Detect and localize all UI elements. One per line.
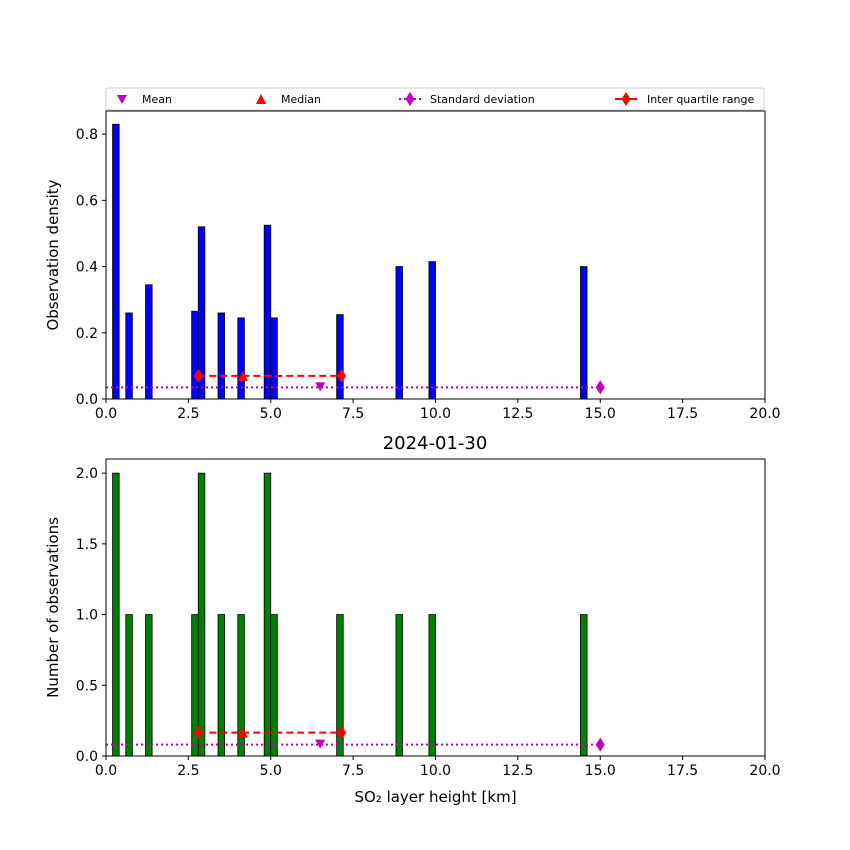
count-x-tick-label: 15.0 xyxy=(585,763,616,779)
density-x-tick-label: 2.5 xyxy=(177,406,199,422)
legend-std-label: Standard deviation xyxy=(430,93,535,106)
density-bar xyxy=(428,261,436,400)
density-bar xyxy=(191,310,199,400)
count-bar xyxy=(125,614,133,757)
density-panel: 0.0 2.5 5.0 7.5 10.0 12.5 15.0 17.5 20.0 0.00.20… xyxy=(44,110,781,422)
count-bar xyxy=(270,614,278,757)
density-bar xyxy=(112,123,120,400)
count-x-tick-label: 0.0 xyxy=(95,763,117,779)
density-iqr-upper-marker xyxy=(337,368,347,383)
count-x-tick-label: 20.0 xyxy=(749,763,780,779)
count-y-tick-label: 0.5 xyxy=(76,678,98,694)
density-y-ticks: 0.0 0.2 0.4 0.6 0.8 xyxy=(76,127,106,408)
count-x-tick-label: 12.5 xyxy=(502,763,533,779)
count-bar xyxy=(217,614,226,757)
density-std-marker xyxy=(595,380,605,395)
count-mean-marker xyxy=(315,739,326,749)
count-x-tick-label: 17.5 xyxy=(667,763,698,779)
chart-title: 2024-01-30 xyxy=(383,433,488,454)
count-y-axis-label: Number of observations xyxy=(44,517,62,698)
density-bars xyxy=(112,123,588,400)
density-y-tick-label: 0.0 xyxy=(76,392,98,408)
density-bar xyxy=(336,314,344,400)
density-x-tick-label: 0.0 xyxy=(95,406,117,422)
legend-entry-median: Median xyxy=(256,93,321,106)
density-x-tick-label: 5.0 xyxy=(260,406,282,422)
density-y-axis-label: Observation density xyxy=(44,179,62,330)
count-y-ticks: 0.0 0.5 1.0 1.5 2.0 xyxy=(76,466,106,765)
count-bar xyxy=(112,472,120,757)
legend: Mean Median Standard deviation Inter qua… xyxy=(105,87,765,111)
count-x-axis-label: SO₂ layer height [km] xyxy=(354,788,516,806)
density-x-tick-label: 12.5 xyxy=(502,406,533,422)
density-y-tick-label: 0.4 xyxy=(76,260,98,276)
legend-iqr-label: Inter quartile range xyxy=(647,93,754,106)
count-x-tick-label: 7.5 xyxy=(342,763,364,779)
count-bar xyxy=(263,472,272,757)
legend-median-label: Median xyxy=(281,93,321,106)
count-x-ticks: 0.0 2.5 5.0 7.5 10.0 12.5 15.0 17.5 20.0 xyxy=(95,756,781,779)
legend-median-marker xyxy=(256,94,266,104)
density-bar xyxy=(580,266,588,400)
density-y-tick-label: 0.6 xyxy=(76,193,98,209)
density-x-tick-label: 15.0 xyxy=(585,406,616,422)
density-x-ticks: 0.0 2.5 5.0 7.5 10.0 12.5 15.0 17.5 20.0 xyxy=(95,399,781,422)
density-x-tick-label: 20.0 xyxy=(749,406,780,422)
density-bar xyxy=(145,284,153,400)
count-bar xyxy=(428,614,436,757)
density-median-marker xyxy=(237,370,248,381)
count-bar xyxy=(145,614,153,757)
density-statistics xyxy=(106,368,605,395)
count-y-tick-label: 1.0 xyxy=(76,608,98,624)
density-bar xyxy=(125,312,133,400)
count-y-tick-label: 1.5 xyxy=(76,537,98,553)
density-iqr-lower-marker xyxy=(193,368,203,383)
count-median-marker xyxy=(237,727,248,738)
density-x-tick-label: 17.5 xyxy=(667,406,698,422)
count-bar xyxy=(197,472,206,757)
count-panel: 0.0 2.5 5.0 7.5 10.0 12.5 15.0 17.5 20.0 0.0 0.5 1… xyxy=(44,458,781,806)
legend-entry-std: Standard deviation xyxy=(399,92,535,106)
count-x-tick-label: 10.0 xyxy=(420,763,451,779)
count-x-tick-label: 5.0 xyxy=(260,763,282,779)
legend-entry-iqr: Inter quartile range xyxy=(615,92,754,106)
count-y-tick-label: 2.0 xyxy=(76,466,98,482)
count-iqr-upper-marker xyxy=(337,725,347,740)
density-bar xyxy=(395,266,403,400)
density-x-tick-label: 10.0 xyxy=(420,406,451,422)
density-bar xyxy=(263,224,272,400)
count-x-tick-label: 2.5 xyxy=(177,763,199,779)
legend-std-marker xyxy=(405,92,415,106)
legend-entry-mean: Mean xyxy=(117,93,172,106)
legend-frame xyxy=(105,87,765,111)
count-iqr-lower-marker xyxy=(193,725,203,740)
density-y-tick-label: 0.8 xyxy=(76,127,98,143)
density-bar xyxy=(217,312,226,400)
count-bar xyxy=(580,614,588,757)
count-statistics xyxy=(106,725,605,752)
legend-iqr-marker xyxy=(621,92,631,106)
count-y-tick-label: 0.0 xyxy=(76,749,98,765)
count-bars xyxy=(112,472,588,757)
legend-mean-label: Mean xyxy=(142,93,172,106)
legend-mean-marker xyxy=(117,95,127,104)
count-std-marker xyxy=(595,737,605,752)
density-y-tick-label: 0.2 xyxy=(76,326,98,342)
density-mean-marker xyxy=(315,382,326,392)
count-bar xyxy=(395,614,403,757)
density-x-tick-label: 7.5 xyxy=(342,406,364,422)
